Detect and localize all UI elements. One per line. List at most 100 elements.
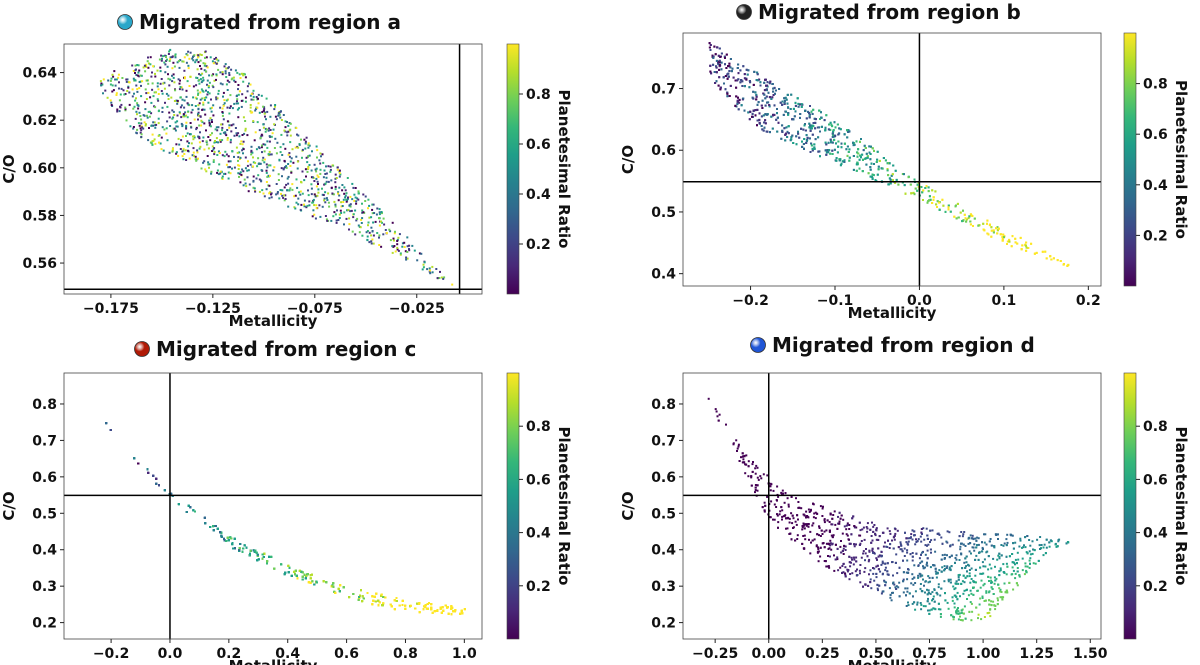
data-point: [225, 67, 228, 70]
y-tick-label: 0.5: [651, 205, 676, 221]
data-point: [768, 96, 771, 99]
data-point: [370, 234, 373, 237]
data-point: [949, 210, 952, 213]
data-point: [832, 130, 835, 133]
data-point: [947, 206, 950, 209]
data-point: [886, 168, 889, 170]
data-point: [776, 116, 779, 119]
data-point: [370, 240, 373, 243]
data-point: [755, 79, 758, 81]
data-point: [736, 67, 739, 69]
data-point: [359, 594, 361, 597]
data-point: [969, 534, 972, 537]
x-tick-label: 0.2: [1076, 293, 1101, 309]
data-point: [361, 202, 363, 205]
data-point: [287, 182, 290, 185]
data-point: [720, 52, 723, 55]
data-point: [846, 145, 849, 148]
data-point: [988, 224, 991, 227]
data-point: [258, 190, 261, 193]
data-point: [773, 518, 776, 521]
data-point: [186, 80, 189, 83]
data-point: [266, 128, 268, 131]
data-point: [747, 111, 750, 114]
data-point: [871, 177, 874, 180]
data-point: [936, 206, 938, 208]
data-point: [136, 104, 139, 106]
data-point: [196, 68, 199, 71]
data-point: [284, 147, 287, 150]
data-point: [221, 71, 224, 74]
data-point: [802, 128, 805, 131]
data-point: [161, 106, 164, 109]
data-point: [439, 606, 442, 609]
data-point: [1021, 569, 1024, 572]
data-point: [718, 64, 721, 67]
data-point: [773, 104, 776, 107]
data-point: [253, 187, 256, 190]
data-point: [825, 153, 828, 156]
data-point: [767, 91, 770, 94]
data-point: [828, 123, 830, 126]
data-point: [198, 136, 201, 139]
data-point: [925, 185, 928, 188]
data-point: [220, 535, 223, 538]
data-point: [345, 217, 348, 220]
data-point: [372, 221, 375, 224]
data-point: [1011, 235, 1014, 238]
data-point: [282, 167, 285, 170]
data-point: [185, 121, 188, 124]
data-point: [323, 169, 326, 172]
data-point: [996, 232, 999, 235]
data-point: [810, 110, 813, 113]
data-point: [149, 141, 152, 144]
data-point: [797, 102, 800, 105]
data-point: [1006, 240, 1009, 243]
data-point: [301, 170, 304, 173]
data-point: [175, 143, 178, 146]
data-point: [168, 50, 171, 53]
data-point: [147, 110, 150, 113]
data-point: [1023, 573, 1026, 576]
data-point: [817, 560, 820, 563]
data-point: [226, 89, 229, 91]
data-point: [852, 168, 855, 171]
data-point: [873, 524, 876, 526]
data-point: [202, 161, 205, 164]
data-point: [233, 155, 235, 158]
data-point: [204, 56, 206, 59]
data-point: [249, 106, 252, 109]
data-point: [901, 181, 904, 184]
data-point: [202, 62, 205, 65]
data-point: [119, 93, 122, 96]
data-point: [256, 106, 259, 109]
data-point: [289, 141, 292, 144]
data-point: [317, 176, 320, 178]
data-point: [295, 201, 298, 204]
data-point: [310, 183, 313, 186]
data-point: [194, 158, 197, 161]
data-point: [199, 131, 201, 134]
data-point: [229, 172, 232, 175]
data-point: [209, 125, 212, 128]
data-point: [173, 127, 176, 130]
data-point: [134, 64, 137, 67]
data-point: [165, 132, 168, 135]
data-point: [805, 141, 808, 144]
data-point: [899, 543, 902, 546]
data-point: [439, 607, 442, 610]
data-point: [888, 177, 891, 180]
data-point: [990, 579, 993, 582]
data-point: [181, 125, 184, 128]
data-point: [864, 157, 866, 160]
data-point: [880, 563, 883, 566]
data-point: [932, 199, 935, 201]
data-point: [322, 580, 325, 583]
data-point: [958, 559, 961, 561]
data-point: [348, 228, 350, 231]
data-point: [293, 206, 296, 209]
data-point: [234, 80, 237, 83]
y-tick-label: 0.2: [32, 616, 57, 632]
data-point: [843, 142, 846, 145]
data-point: [236, 151, 239, 154]
